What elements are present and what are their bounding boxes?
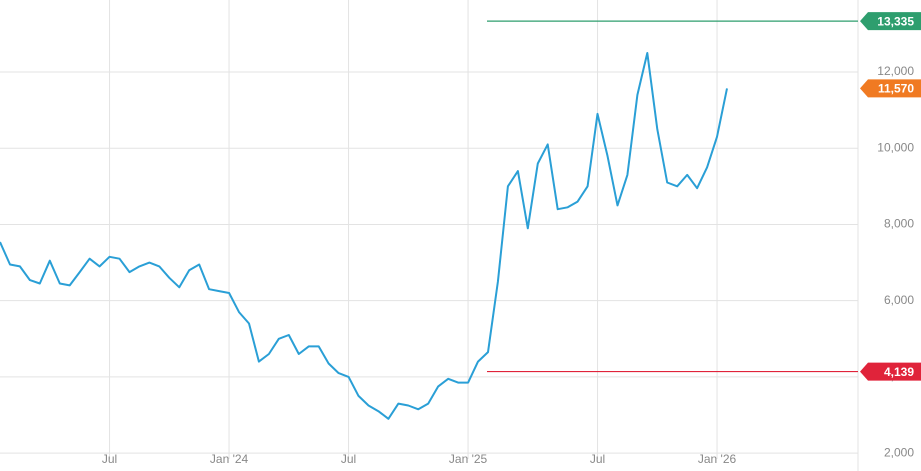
y-tick-label: 6,000 bbox=[884, 293, 914, 307]
x-tick-label: Jul bbox=[102, 452, 117, 466]
y-tick-label: 8,000 bbox=[884, 217, 914, 231]
x-tick-label: Jan '26 bbox=[698, 452, 737, 466]
value-badge bbox=[860, 79, 921, 98]
value-badge bbox=[860, 362, 921, 381]
x-tick-label: Jan '24 bbox=[210, 452, 249, 466]
badge-label: 13,335 bbox=[877, 14, 914, 28]
badge-label: 4,139 bbox=[884, 365, 914, 379]
badge-label: 11,570 bbox=[878, 82, 914, 96]
y-tick-label: 12,000 bbox=[877, 64, 914, 78]
x-tick-label: Jan '25 bbox=[449, 452, 488, 466]
x-tick-label: Jul bbox=[590, 452, 605, 466]
value-badge bbox=[860, 12, 921, 31]
y-tick-label: 10,000 bbox=[877, 140, 914, 154]
data-line bbox=[0, 52, 728, 420]
y-tick-label: 2,000 bbox=[884, 445, 914, 459]
x-tick-label: Jul bbox=[341, 452, 356, 466]
